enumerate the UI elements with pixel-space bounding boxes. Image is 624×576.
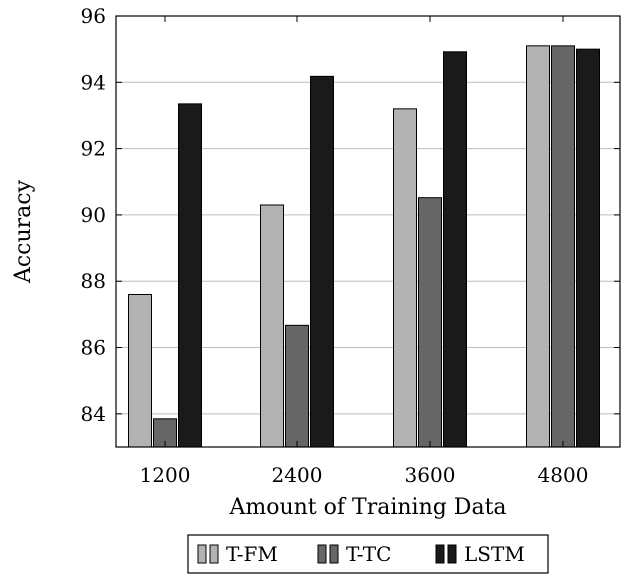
- y-tick-label: 84: [81, 402, 106, 426]
- x-tick-label: 2400: [272, 463, 323, 487]
- y-tick-label: 88: [81, 269, 106, 293]
- bar-t-tc-3600: [418, 197, 442, 448]
- x-tick-label: 3600: [405, 463, 456, 487]
- legend-swatch-t-tc: [317, 544, 327, 564]
- legend-label-t-tc: T-TC: [346, 542, 391, 566]
- legend-swatch-lstm: [435, 544, 445, 564]
- legend-swatch-t-tc: [329, 544, 339, 564]
- legend: T-FM T-TC LSTM: [187, 534, 549, 574]
- y-tick-label: 92: [81, 137, 106, 161]
- axis-ticks: 84 86 88 90 92 94 96 1200 2400 3600 4800: [81, 4, 620, 487]
- bar-t-fm-2400: [260, 204, 284, 448]
- y-tick-label: 96: [81, 4, 106, 28]
- bar-t-tc-4800: [551, 45, 575, 448]
- y-axis-title: Accuracy: [11, 179, 36, 284]
- bar-t-tc-2400: [285, 324, 309, 448]
- bar-lstm-4800: [576, 48, 600, 448]
- bar-t-fm-4800: [526, 45, 550, 448]
- legend-label-lstm: LSTM: [464, 542, 525, 566]
- plot-frame: [115, 15, 621, 448]
- legend-swatch-t-fm: [197, 544, 207, 564]
- y-tick-label: 94: [81, 70, 106, 94]
- bar-t-fm-1200: [128, 293, 152, 448]
- bar-lstm-2400: [310, 75, 334, 448]
- x-axis-title: Amount of Training Data: [228, 495, 506, 520]
- bars: [128, 45, 600, 448]
- legend-swatch-t-fm: [209, 544, 219, 564]
- bar-lstm-3600: [443, 51, 467, 448]
- bar-t-fm-3600: [393, 108, 417, 448]
- legend-box: [187, 534, 549, 574]
- x-tick-label: 1200: [140, 463, 191, 487]
- x-tick-label: 4800: [538, 463, 589, 487]
- y-tick-label: 86: [81, 336, 106, 360]
- bar-lstm-1200: [178, 103, 202, 448]
- legend-swatch-lstm: [447, 544, 457, 564]
- y-tick-label: 90: [81, 203, 106, 227]
- legend-label-t-fm: T-FM: [226, 542, 278, 566]
